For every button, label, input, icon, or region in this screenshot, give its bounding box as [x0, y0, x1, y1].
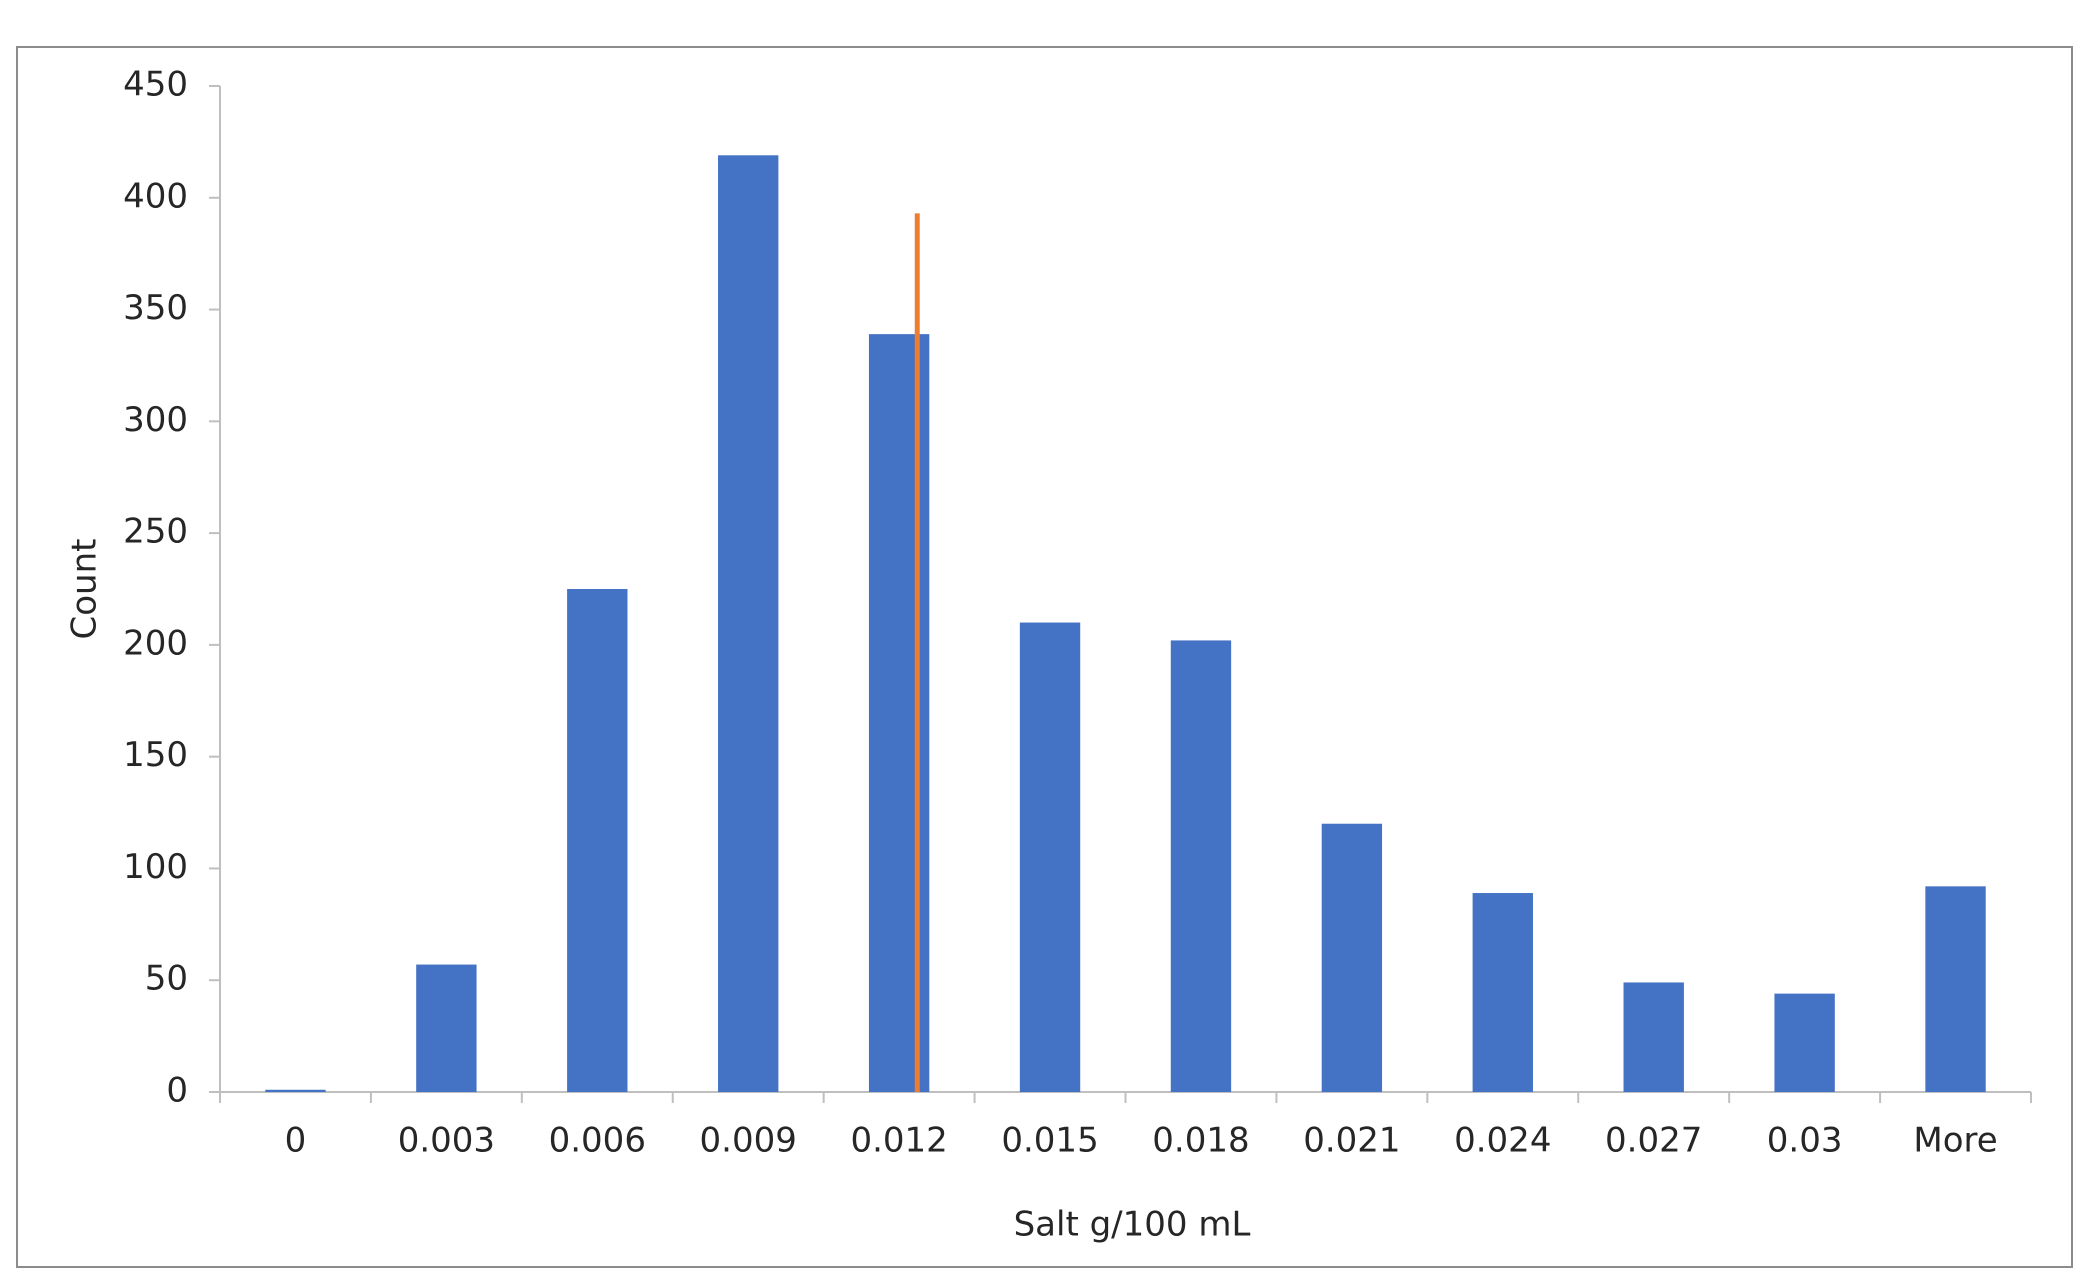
bar	[1623, 982, 1684, 1092]
y-tick-label: 400	[123, 176, 188, 216]
x-tick-label: More	[1913, 1121, 1997, 1161]
bar	[1472, 893, 1533, 1092]
y-tick-label: 350	[123, 288, 188, 328]
bar	[718, 155, 779, 1092]
y-tick-label: 450	[123, 65, 188, 105]
y-tick-label: 200	[123, 623, 188, 663]
x-axis-title: Salt g/100 mL	[1014, 1205, 1251, 1245]
x-tick-label: 0.021	[1303, 1121, 1400, 1161]
x-tick-label: 0.015	[1001, 1121, 1098, 1161]
bar	[265, 1089, 326, 1092]
x-tick-label: 0	[285, 1121, 307, 1161]
bar	[1170, 640, 1232, 1092]
y-axis-title: Count	[65, 539, 105, 640]
x-tick-label: 0.012	[850, 1121, 947, 1161]
y-tick-label: 250	[123, 512, 188, 552]
x-tick-label: 0.024	[1454, 1121, 1551, 1161]
y-tick-label: 100	[123, 847, 188, 887]
x-tick-label: 0.006	[549, 1121, 646, 1161]
bar	[1019, 622, 1081, 1092]
x-tick-label: 0.009	[700, 1121, 797, 1161]
x-tick-label: 0.027	[1605, 1121, 1702, 1161]
y-tick-label: 150	[123, 735, 188, 775]
bar	[567, 589, 628, 1092]
y-tick-label: 300	[123, 400, 188, 440]
x-tick-label: 0.018	[1152, 1121, 1249, 1161]
y-tick-label: 50	[145, 959, 188, 999]
bar	[416, 964, 477, 1092]
bar	[1925, 886, 1986, 1092]
y-tick-label: 0	[166, 1071, 188, 1111]
x-tick-label: 0.003	[398, 1121, 495, 1161]
bar	[868, 334, 930, 1092]
x-tick-label: 0.03	[1767, 1121, 1843, 1161]
bar	[1774, 993, 1835, 1092]
bar	[1321, 823, 1383, 1092]
